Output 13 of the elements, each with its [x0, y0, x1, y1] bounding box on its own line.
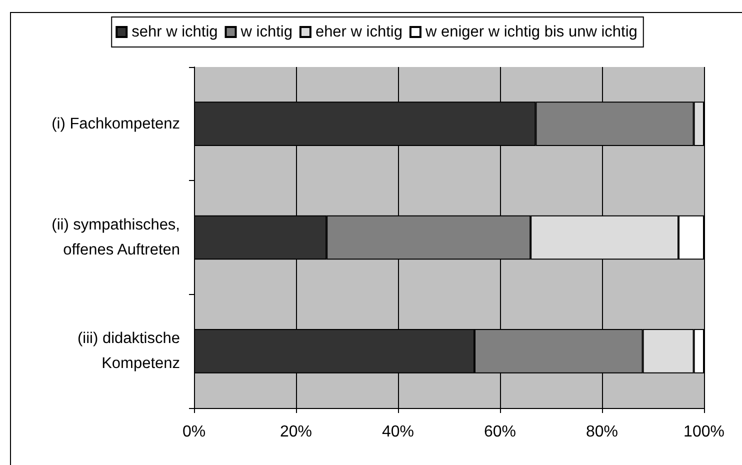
x-tick-label: 0%: [182, 424, 206, 440]
legend-label: w eniger w ichtig bis unw ichtig: [424, 24, 638, 40]
x-tick-label: 100%: [684, 424, 724, 440]
legend-label: w ichtig: [240, 24, 292, 40]
x-tick-label: 80%: [586, 424, 618, 440]
y-tick-label: (iii) didaktische Kompetenz: [77, 330, 180, 372]
legend-label: sehr w ichtig: [132, 24, 218, 40]
legend-label: eher w ichtig: [315, 24, 402, 40]
y-tick-label: (i) Fachkompetenz: [52, 115, 180, 132]
x-tick-label: 60%: [484, 424, 516, 440]
y-tick-label: (ii) sympathisches, offenes Auftreten: [52, 216, 180, 258]
x-tick-label: 20%: [280, 424, 312, 440]
x-tick-label: 40%: [382, 424, 414, 440]
